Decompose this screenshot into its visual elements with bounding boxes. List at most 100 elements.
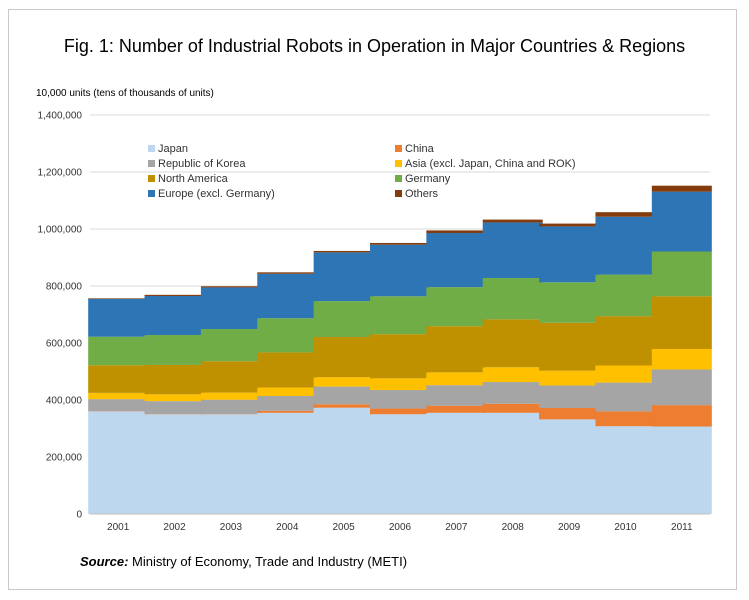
bar-segment (313, 377, 374, 387)
legend-swatch (148, 175, 155, 182)
x-tick-label: 2008 (502, 522, 525, 533)
bar-segment (88, 392, 149, 400)
bar-segment (482, 319, 543, 368)
bar-segment (651, 296, 712, 349)
bar-segment (313, 386, 374, 405)
legend-label: Japan (158, 143, 188, 155)
bar-segment (313, 407, 374, 514)
x-tick-label: 2007 (445, 522, 468, 533)
chart-frame (8, 9, 737, 590)
bar-segment (651, 426, 712, 514)
bar-segment (482, 382, 543, 404)
bar-segment (539, 419, 600, 514)
bar-segment (144, 335, 205, 365)
bar-segment (426, 405, 487, 413)
bar-segment (595, 216, 656, 275)
legend-label: Europe (excl. Germany) (158, 188, 275, 200)
bar-segment (539, 282, 600, 323)
x-tick-label: 2003 (220, 522, 243, 533)
bar-segment (595, 426, 656, 514)
bar-segment (88, 399, 149, 412)
x-tick-label: 2009 (558, 522, 581, 533)
bar-segment (370, 242, 430, 245)
bar-segment (539, 223, 600, 227)
bar-segment (257, 352, 318, 388)
bar-segment (200, 329, 261, 362)
bar-segment (257, 412, 318, 514)
bar-segment (482, 403, 543, 413)
bar-segment (539, 226, 600, 283)
bar-segment (539, 370, 600, 386)
chart-title: Fig. 1: Number of Industrial Robots in O… (63, 36, 686, 56)
bar-segment (651, 251, 712, 297)
legend-swatch (395, 160, 402, 167)
bar-segment (539, 407, 600, 420)
legend-label: Asia (excl. Japan, China and ROK) (405, 158, 576, 170)
x-tick-label: 2002 (163, 522, 186, 533)
bar-segment (370, 408, 430, 415)
bar-segment (595, 365, 656, 383)
bar-segment (651, 369, 712, 406)
bar-segment (595, 382, 656, 412)
bar-segment (200, 414, 261, 514)
x-tick-label: 2011 (671, 522, 693, 533)
legend-label: Others (405, 188, 439, 200)
bar-segment (651, 405, 712, 427)
bar-segment (257, 387, 318, 397)
bar-segment (200, 287, 261, 330)
y-tick-label: 0 (76, 510, 82, 521)
bar-segment (144, 364, 205, 395)
bar-segment (313, 337, 374, 378)
bar-segment (426, 385, 487, 406)
bars (88, 185, 712, 514)
legend-swatch (148, 145, 155, 152)
bar-segment (313, 404, 374, 408)
legend-swatch (148, 160, 155, 167)
bar-segment (370, 378, 430, 391)
y-tick-label: 1,200,000 (38, 168, 83, 179)
x-tick-label: 2010 (614, 522, 637, 533)
source-note: Source: Ministry of Economy, Trade and I… (80, 554, 407, 569)
bar-segment (595, 212, 656, 217)
x-tick-label: 2004 (276, 522, 299, 533)
bar-segment (88, 298, 149, 337)
y-tick-label: 400,000 (46, 396, 83, 407)
bar-segment (426, 232, 487, 288)
bar-segment (651, 185, 712, 192)
x-tick-label: 2005 (333, 522, 356, 533)
bar-segment (426, 230, 487, 233)
bar-segment (144, 414, 205, 514)
legend-label: Germany (405, 173, 451, 185)
bar-segment (257, 272, 318, 274)
y-tick-label: 1,400,000 (38, 111, 83, 122)
bar-segment (257, 396, 318, 411)
source-text: Ministry of Economy, Trade and Industry … (128, 554, 408, 569)
bar-segment (539, 322, 600, 371)
bar-segment (200, 392, 261, 400)
bar-segment (426, 326, 487, 373)
bar-segment (88, 298, 149, 299)
bar-segment (595, 316, 656, 366)
legend: Japan China Republic of Korea Asia (excl. J… (148, 143, 576, 200)
bar-segment (144, 295, 205, 336)
bar-segment (370, 390, 430, 409)
y-tick-label: 200,000 (46, 453, 83, 464)
bar-segment (370, 414, 430, 514)
bar-segment (370, 296, 430, 335)
legend-label: Republic of Korea (158, 158, 246, 170)
bar-segment (144, 401, 205, 414)
bar-segment (313, 252, 374, 302)
bar-segment (370, 244, 430, 297)
axes: 0 200,000 400,000 600,000 800,000 1,000,000 1,… (38, 111, 710, 533)
bar-segment (257, 410, 318, 413)
legend-label: North America (158, 173, 229, 185)
bar-segment (651, 191, 712, 252)
y-tick-label: 1,000,000 (38, 225, 83, 236)
bar-segment (482, 222, 543, 279)
bar-segment (257, 273, 318, 319)
bar-segment (539, 385, 600, 408)
y-tick-label: 800,000 (46, 282, 83, 293)
bar-segment (482, 412, 543, 514)
bar-segment (482, 219, 543, 223)
